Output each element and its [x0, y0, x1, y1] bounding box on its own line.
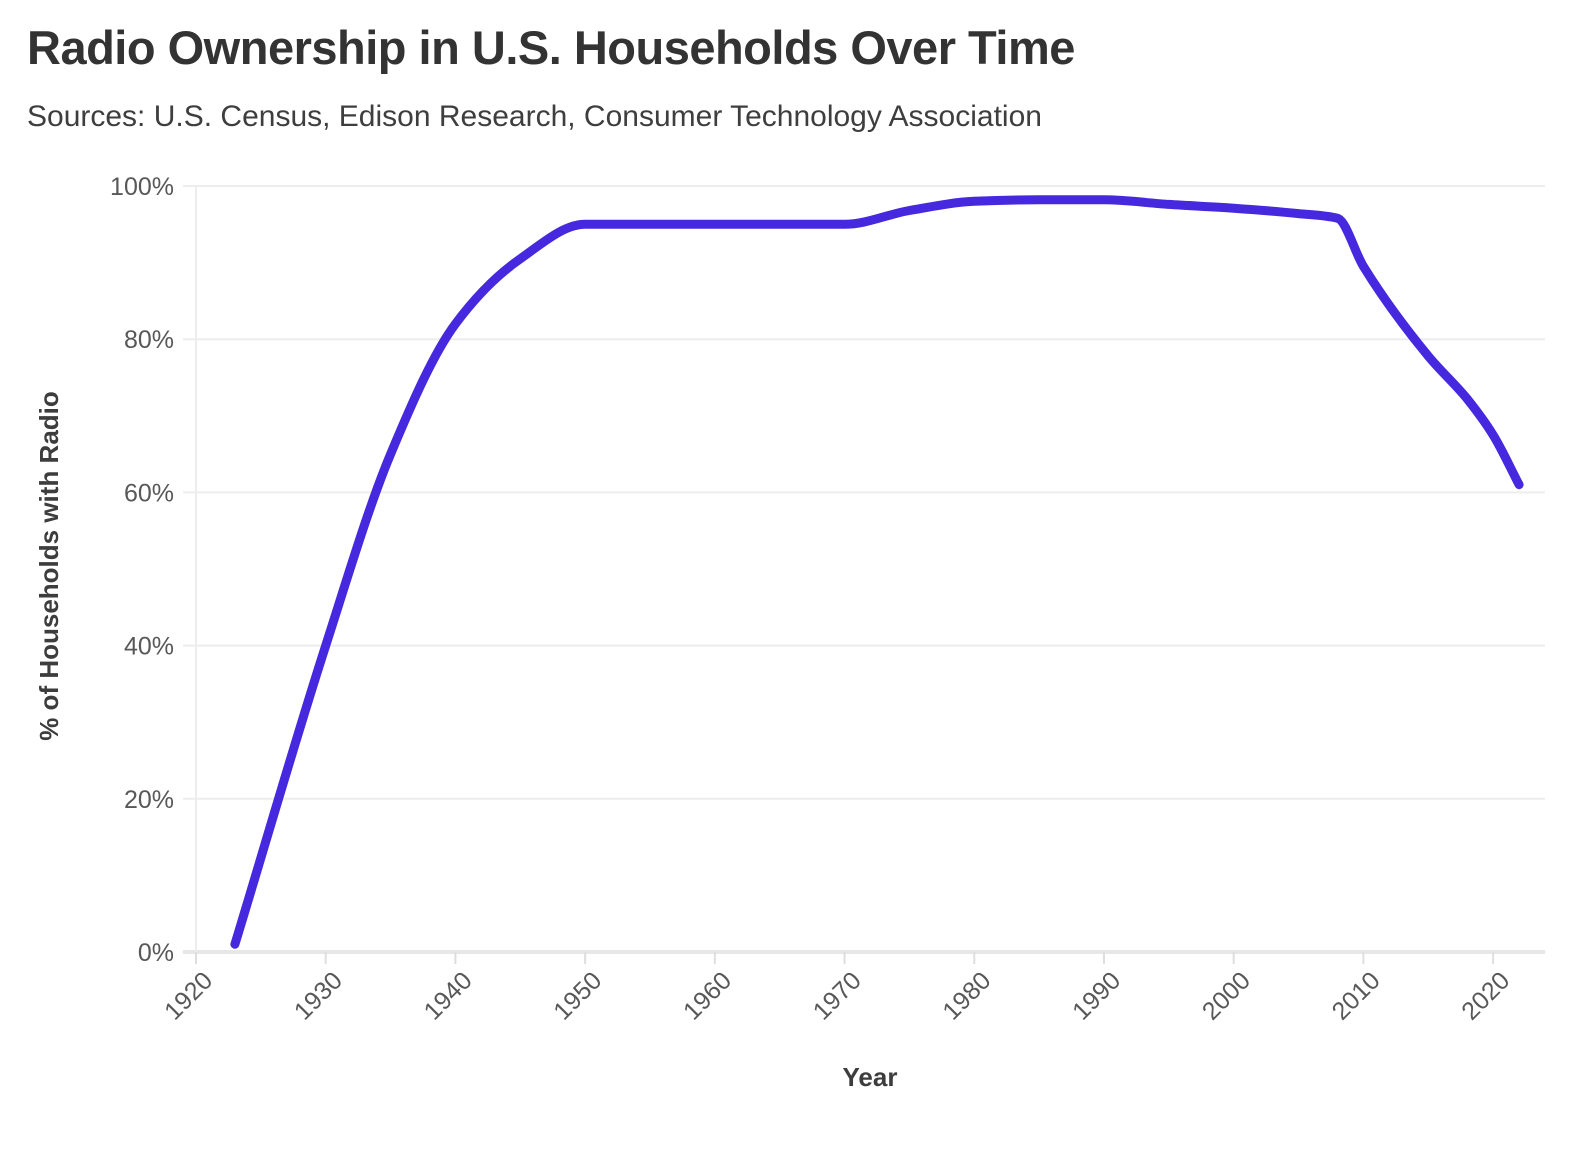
x-tick-marks — [195, 952, 1495, 964]
x-tick-labels: 1920 1930 1940 1950 1960 1970 1980 1990 2000 2010… — [159, 966, 1515, 1025]
x-tick-label: 2000 — [1197, 966, 1256, 1025]
chart-source-note: Sources: U.S. Census, Edison Research, C… — [27, 100, 1042, 133]
x-tick-label: 1990 — [1067, 966, 1126, 1025]
x-tick-label: 1930 — [289, 966, 348, 1025]
y-tick-label: 100% — [110, 173, 174, 201]
x-tick-label: 2020 — [1456, 966, 1515, 1025]
x-tick-label: 2010 — [1327, 966, 1386, 1025]
y-tick-labels: 0% 20% 40% 60% 80% 100% — [110, 173, 174, 967]
y-tick-label: 40% — [124, 633, 174, 661]
y-tick-label: 80% — [124, 326, 174, 354]
x-tick-label: 1950 — [548, 966, 607, 1025]
y-tick-label: 0% — [138, 939, 174, 967]
chart-title: Radio Ownership in U.S. Households Over … — [27, 21, 1075, 74]
x-tick-label: 1940 — [419, 966, 478, 1025]
gridlines — [183, 185, 1545, 954]
x-tick-label: 1920 — [159, 966, 218, 1025]
y-tick-label: 20% — [124, 786, 174, 814]
y-axis-title: % of Households with Radio — [34, 391, 64, 741]
x-tick-label: 1960 — [678, 966, 737, 1025]
x-tick-label: 1980 — [937, 966, 996, 1025]
x-tick-label: 1970 — [808, 966, 867, 1025]
x-axis-title: Year — [843, 1062, 898, 1092]
y-tick-label: 60% — [124, 479, 174, 507]
radio-ownership-line — [230, 195, 1524, 949]
